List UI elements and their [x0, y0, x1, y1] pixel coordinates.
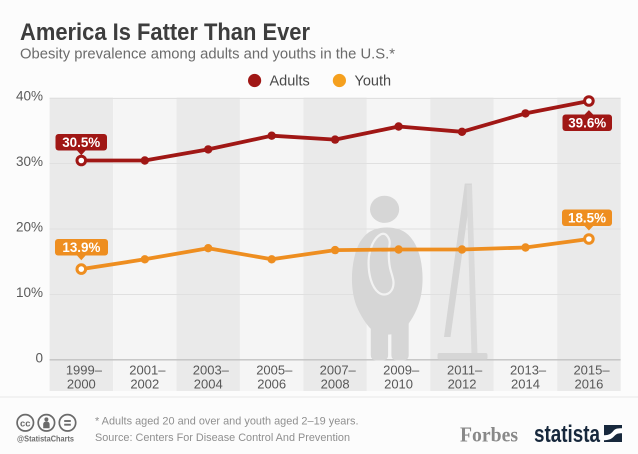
svg-text:2014: 2014	[511, 377, 540, 392]
svg-text:2003–: 2003–	[193, 362, 230, 377]
svg-text:@StatistaCharts: @StatistaCharts	[17, 433, 74, 443]
svg-text:30.5%: 30.5%	[62, 135, 100, 150]
svg-text:America Is Fatter Than Ever: America Is Fatter Than Ever	[20, 19, 310, 46]
svg-text:40%: 40%	[16, 89, 43, 104]
svg-text:Forbes: Forbes	[460, 423, 518, 447]
svg-text:2006: 2006	[257, 377, 286, 392]
svg-text:2012: 2012	[448, 377, 477, 392]
svg-text:10%: 10%	[16, 285, 43, 300]
svg-text:2001–: 2001–	[129, 362, 166, 377]
svg-text:Obesity prevalence among adult: Obesity prevalence among adults and yout…	[20, 45, 395, 62]
svg-text:2002: 2002	[130, 377, 159, 392]
svg-text:2011–: 2011–	[447, 362, 483, 377]
svg-text:2005–: 2005–	[256, 362, 293, 377]
svg-text:0: 0	[35, 351, 43, 366]
svg-text:39.6%: 39.6%	[568, 116, 606, 131]
svg-text:1999–: 1999–	[66, 362, 103, 377]
svg-text:2004: 2004	[194, 377, 223, 392]
svg-text:2009–: 2009–	[383, 362, 420, 377]
svg-text:2007–: 2007–	[320, 362, 357, 377]
svg-text:2015–: 2015–	[573, 362, 610, 377]
svg-text:2013–: 2013–	[510, 362, 547, 377]
svg-text:20%: 20%	[16, 219, 43, 234]
svg-text:13.9%: 13.9%	[62, 240, 100, 255]
svg-text:18.5%: 18.5%	[568, 211, 606, 226]
svg-text:Source: Centers For Disease Co: Source: Centers For Disease Control And …	[95, 432, 350, 444]
svg-text:2016: 2016	[574, 377, 603, 392]
svg-text:* Adults aged 20 and over and: * Adults aged 20 and over and youth aged…	[95, 416, 359, 428]
svg-text:2010: 2010	[384, 377, 413, 392]
svg-text:Youth: Youth	[355, 74, 392, 90]
svg-text:Adults: Adults	[270, 74, 310, 90]
svg-text:statista: statista	[534, 421, 601, 448]
svg-text:2008: 2008	[321, 377, 350, 392]
svg-text:30%: 30%	[16, 154, 43, 169]
svg-text:cc: cc	[20, 419, 31, 430]
svg-text:2000: 2000	[67, 377, 96, 392]
